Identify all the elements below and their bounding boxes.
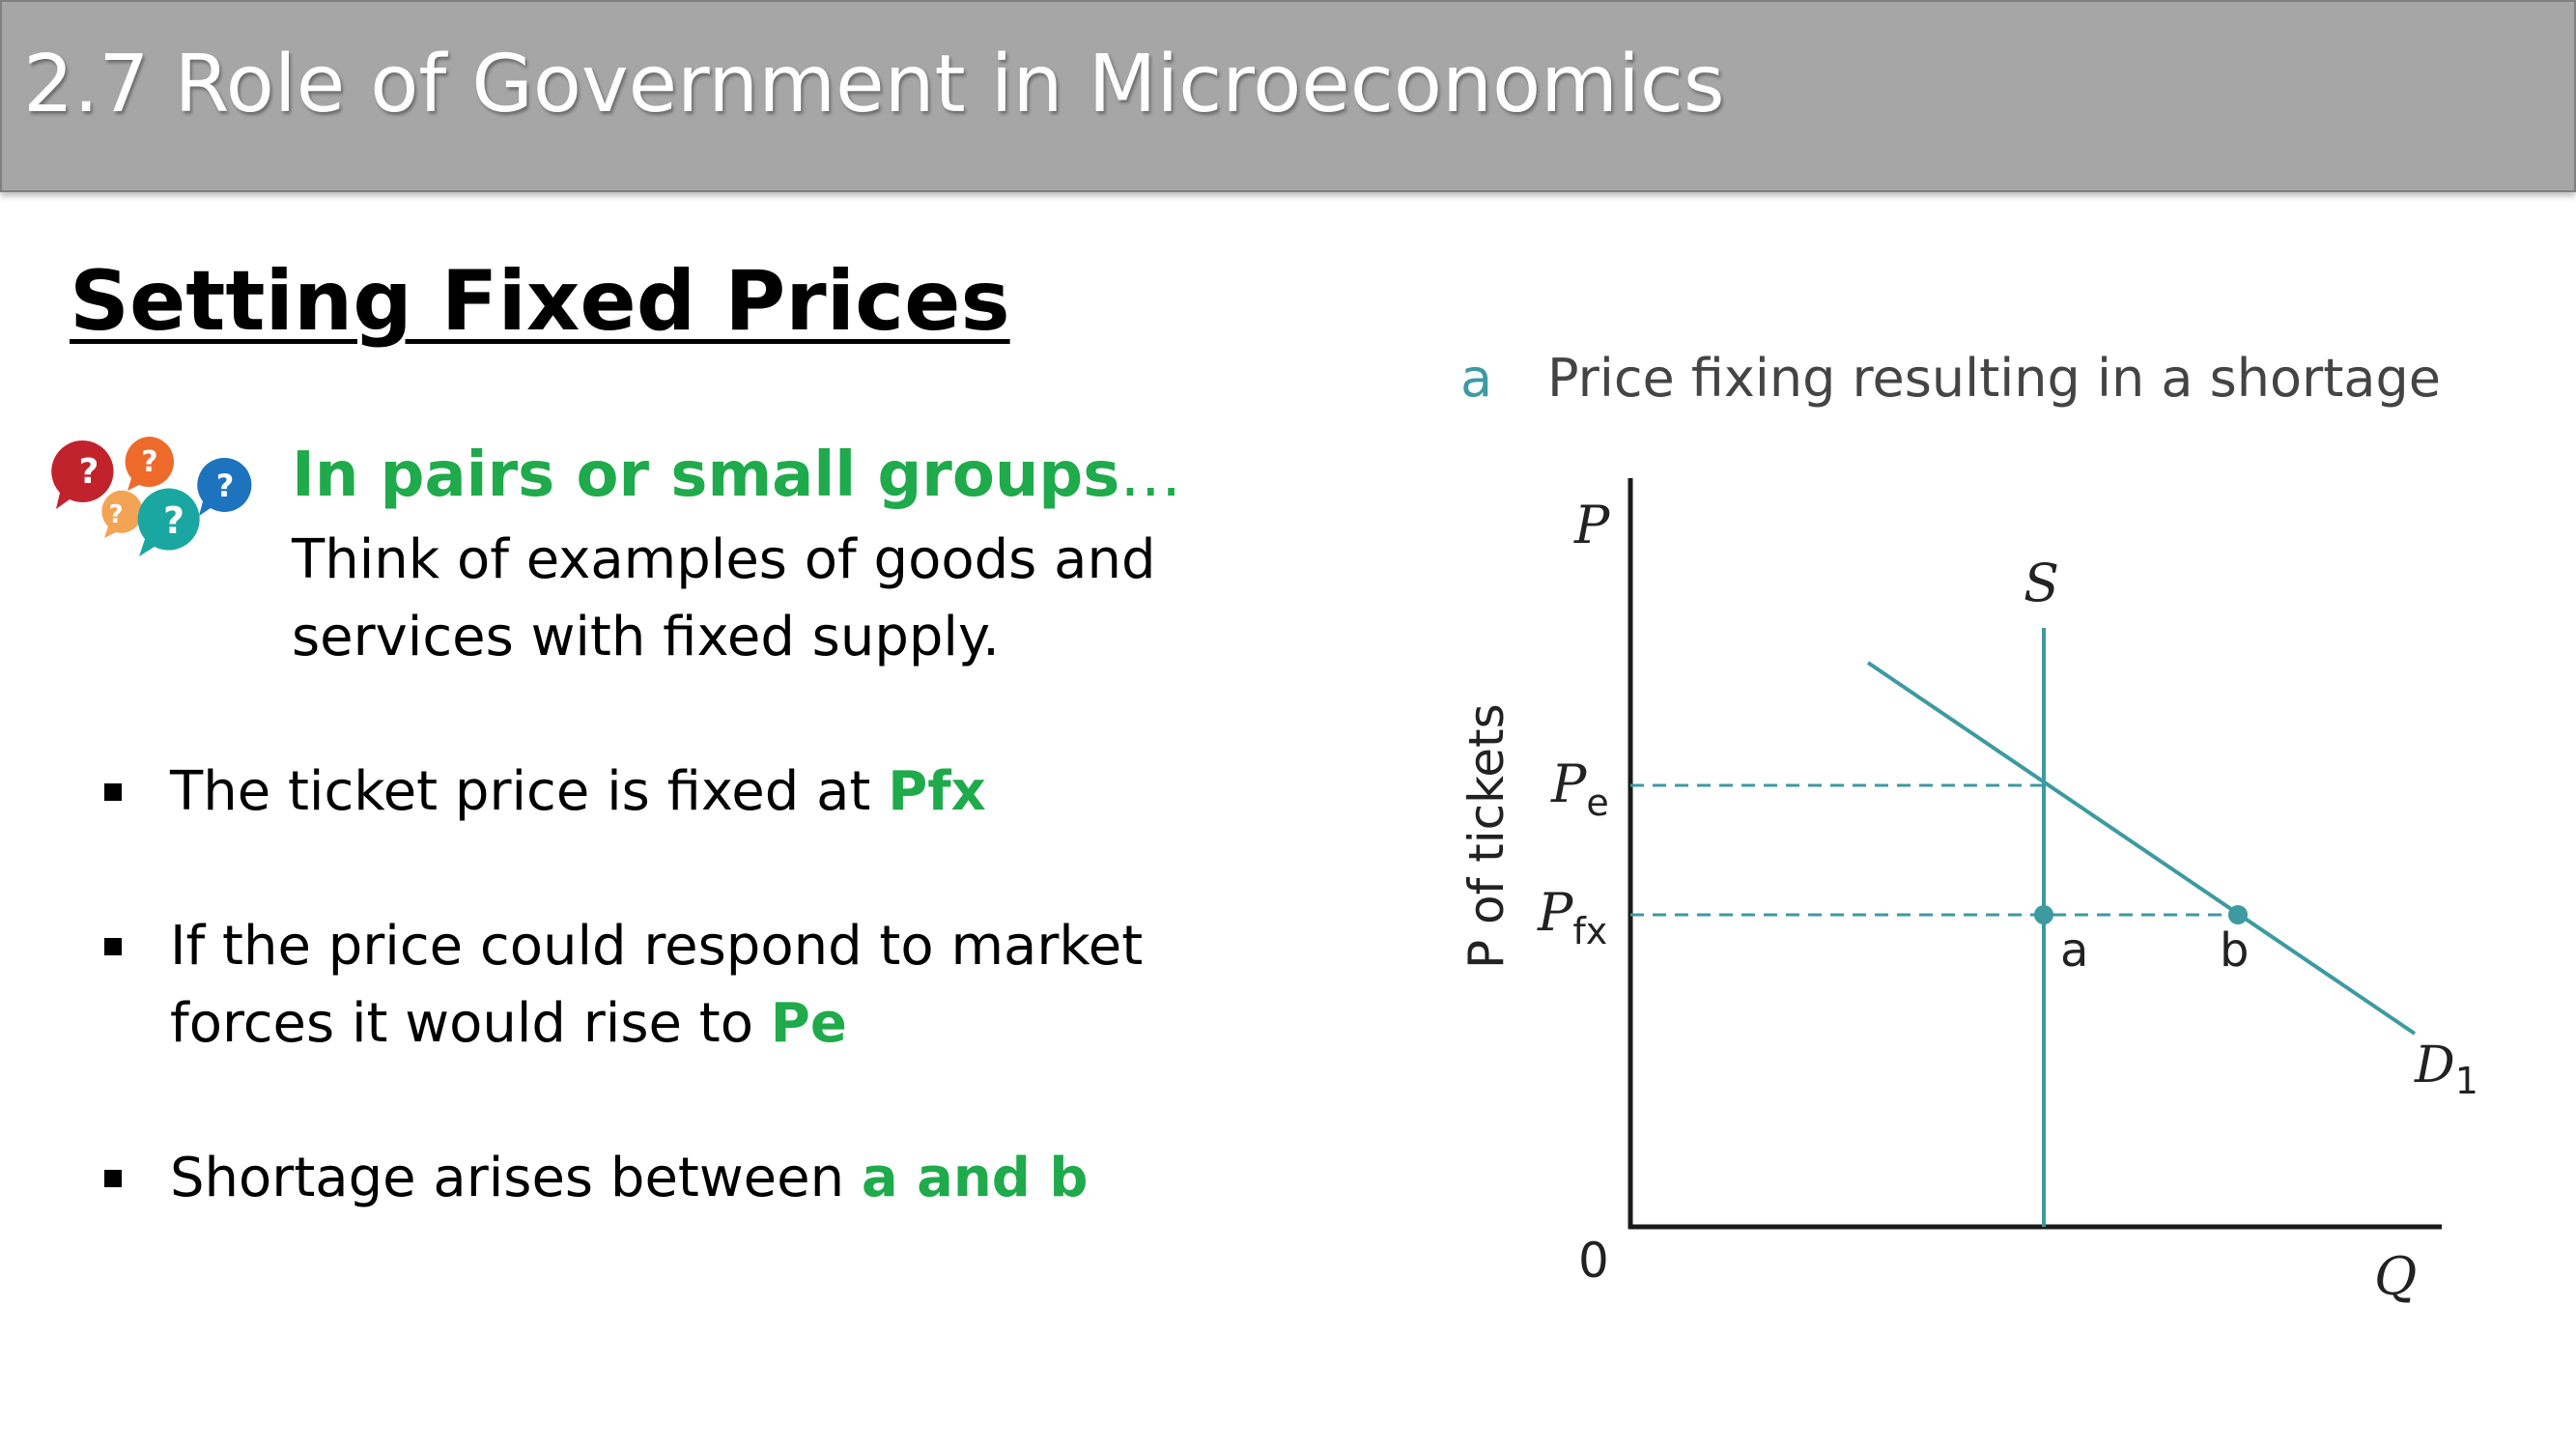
bullet-highlight: Pe [770,992,847,1055]
pfx-subscript: fx [1572,910,1607,952]
pe-subscript: e [1586,781,1608,824]
prompt-ellipsis: … [1119,440,1182,511]
demand-letter: D [2414,1037,2455,1094]
prompt-heading: In pairs or small groups… [292,440,1181,511]
question-speech-bubbles-icon: ? ? ? ? ? [51,437,252,556]
y-axis-symbol: P [1573,495,1611,555]
pe-label: Pe [1550,753,1609,824]
point-b-marker [2228,905,2248,924]
section-title: Setting Fixed Prices [70,253,1010,350]
svg-text:?: ? [216,468,235,504]
bullet-text: If the price could respond to market for… [170,915,1144,1055]
pfx-label: Pfx [1537,882,1607,952]
svg-text:?: ? [141,445,157,479]
point-a-marker [2034,905,2053,924]
bullet-text: The ticket price is fixed at [170,760,889,823]
bullet-item: If the price could respond to market for… [100,908,1240,1063]
price-fixing-diagram: a Price fixing resulting in a shortage P… [1458,348,2478,1307]
x-axis-symbol: Q [2374,1246,2417,1307]
svg-text:?: ? [108,500,123,529]
origin-label: 0 [1578,1233,1609,1289]
svg-text:?: ? [163,499,184,542]
bullet-item: Shortage arises between a and b [100,1140,1240,1217]
point-a-label: a [2060,923,2088,978]
pe-letter: P [1550,753,1588,814]
bullet-highlight: Pfx [888,760,986,823]
y-axis-title: P of tickets [1458,703,1514,969]
demand-subscript: 1 [2455,1060,2478,1102]
prompt-text: Think of examples of goods and services … [292,528,1156,668]
pfx-letter: P [1537,882,1574,943]
bullet-highlight: a and b [861,1147,1089,1209]
bullet-item: The ticket price is fixed at Pfx [100,753,1240,831]
bullet-list: The ticket price is fixed at Pfx If the … [100,753,1240,1217]
slide-title: 2.7 Role of Government in Microeconomics [23,39,1725,130]
svg-text:?: ? [79,452,99,492]
point-b-label: b [2220,923,2249,978]
demand-label: D1 [2414,1037,2478,1102]
bullet-text: Shortage arises between [170,1147,862,1209]
supply-label: S [2024,553,2059,613]
diagram-panel-letter: a [1460,348,1492,409]
demand-curve [1866,661,2417,1036]
title-bar: 2.7 Role of Government in Microeconomics [0,0,2576,192]
diagram-caption: Price fixing resulting in a shortage [1547,348,2441,409]
prompt-heading-text: In pairs or small groups [292,440,1120,511]
